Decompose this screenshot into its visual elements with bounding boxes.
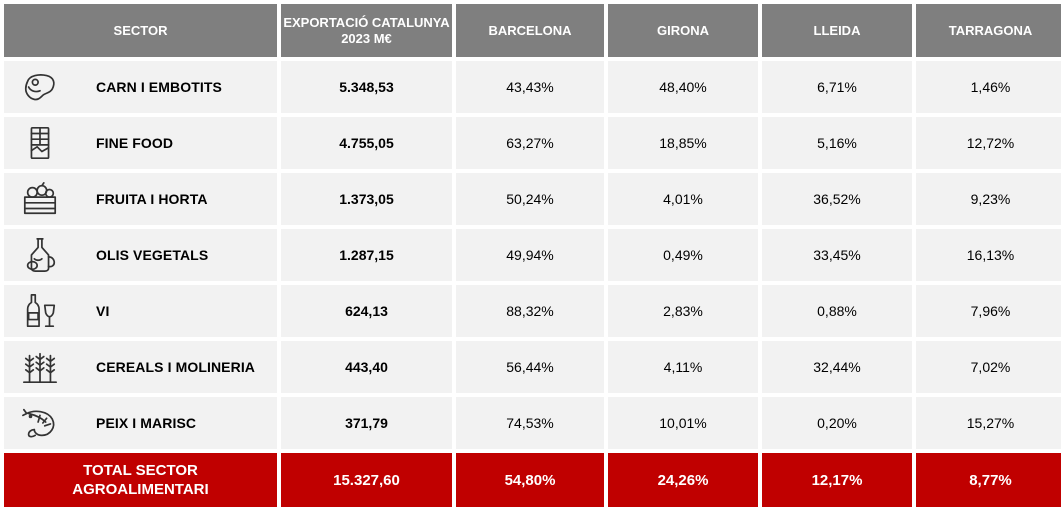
lleida-share: 32,44% <box>762 341 912 393</box>
tarragona-share: 9,23% <box>916 173 1061 225</box>
export-table: SECTOR EXPORTACIÓ CATALUNYA 2023 M€ BARC… <box>4 4 1061 507</box>
tarragona-share: 12,72% <box>916 117 1061 169</box>
tarragona-share: 7,02% <box>916 341 1061 393</box>
produce-crate-icon <box>4 173 76 225</box>
export-value: 371,79 <box>281 397 452 449</box>
table-row-sector: VI <box>4 285 277 337</box>
table-row-sector: FRUITA I HORTA <box>4 173 277 225</box>
wheat-icon <box>4 341 76 393</box>
girona-share: 18,85% <box>608 117 758 169</box>
barcelona-share: 43,43% <box>456 61 604 113</box>
total-label-line2: AGROALIMENTARI <box>72 481 209 498</box>
lleida-share: 6,71% <box>762 61 912 113</box>
sector-name: CARN I EMBOTITS <box>96 79 222 95</box>
table-row-sector: FINE FOOD <box>4 117 277 169</box>
lleida-share: 0,88% <box>762 285 912 337</box>
sector-name: PEIX I MARISC <box>96 415 197 431</box>
lleida-share: 5,16% <box>762 117 912 169</box>
total-label: TOTAL SECTOR AGROALIMENTARI <box>4 453 277 507</box>
shrimp-icon <box>4 397 76 449</box>
export-value: 443,40 <box>281 341 452 393</box>
girona-share: 0,49% <box>608 229 758 281</box>
export-value: 1.373,05 <box>281 173 452 225</box>
girona-share: 2,83% <box>608 285 758 337</box>
girona-share: 4,01% <box>608 173 758 225</box>
header-export: EXPORTACIÓ CATALUNYA 2023 M€ <box>281 4 452 57</box>
chocolate-bar-icon <box>4 117 76 169</box>
barcelona-share: 74,53% <box>456 397 604 449</box>
barcelona-share: 49,94% <box>456 229 604 281</box>
oil-bottle-icon <box>4 229 76 281</box>
sector-name: VI <box>96 303 110 319</box>
girona-share: 48,40% <box>608 61 758 113</box>
table-row-sector: OLIS VEGETALS <box>4 229 277 281</box>
header-barcelona: BARCELONA <box>456 4 604 57</box>
barcelona-share: 88,32% <box>456 285 604 337</box>
lleida-share: 0,20% <box>762 397 912 449</box>
tarragona-share: 7,96% <box>916 285 1061 337</box>
sector-name: FINE FOOD <box>96 135 174 151</box>
girona-share: 4,11% <box>608 341 758 393</box>
header-tarragona: TARRAGONA <box>916 4 1061 57</box>
sector-name: CEREALS I MOLINERIA <box>96 359 256 375</box>
total-barcelona: 54,80% <box>456 453 604 507</box>
steak-icon <box>4 61 76 113</box>
total-export: 15.327,60 <box>281 453 452 507</box>
lleida-share: 33,45% <box>762 229 912 281</box>
total-tarragona: 8,77% <box>916 453 1061 507</box>
header-lleida: LLEIDA <box>762 4 912 57</box>
export-value: 5.348,53 <box>281 61 452 113</box>
export-value: 1.287,15 <box>281 229 452 281</box>
table-row-sector: PEIX I MARISC <box>4 397 277 449</box>
barcelona-share: 56,44% <box>456 341 604 393</box>
sector-name: FRUITA I HORTA <box>96 191 208 207</box>
barcelona-share: 63,27% <box>456 117 604 169</box>
total-lleida: 12,17% <box>762 453 912 507</box>
barcelona-share: 50,24% <box>456 173 604 225</box>
header-export-line2: 2023 M€ <box>341 30 392 46</box>
sector-name: OLIS VEGETALS <box>96 247 209 263</box>
tarragona-share: 16,13% <box>916 229 1061 281</box>
tarragona-share: 1,46% <box>916 61 1061 113</box>
tarragona-share: 15,27% <box>916 397 1061 449</box>
table-row-sector: CEREALS I MOLINERIA <box>4 341 277 393</box>
lleida-share: 36,52% <box>762 173 912 225</box>
export-value: 4.755,05 <box>281 117 452 169</box>
total-label-line1: TOTAL SECTOR <box>83 462 198 479</box>
export-value: 624,13 <box>281 285 452 337</box>
header-export-line1: EXPORTACIÓ CATALUNYA <box>283 14 450 30</box>
wine-bottle-glass-icon <box>4 285 76 337</box>
header-sector: SECTOR <box>4 4 277 57</box>
girona-share: 10,01% <box>608 397 758 449</box>
table-row-sector: CARN I EMBOTITS <box>4 61 277 113</box>
total-girona: 24,26% <box>608 453 758 507</box>
header-girona: GIRONA <box>608 4 758 57</box>
